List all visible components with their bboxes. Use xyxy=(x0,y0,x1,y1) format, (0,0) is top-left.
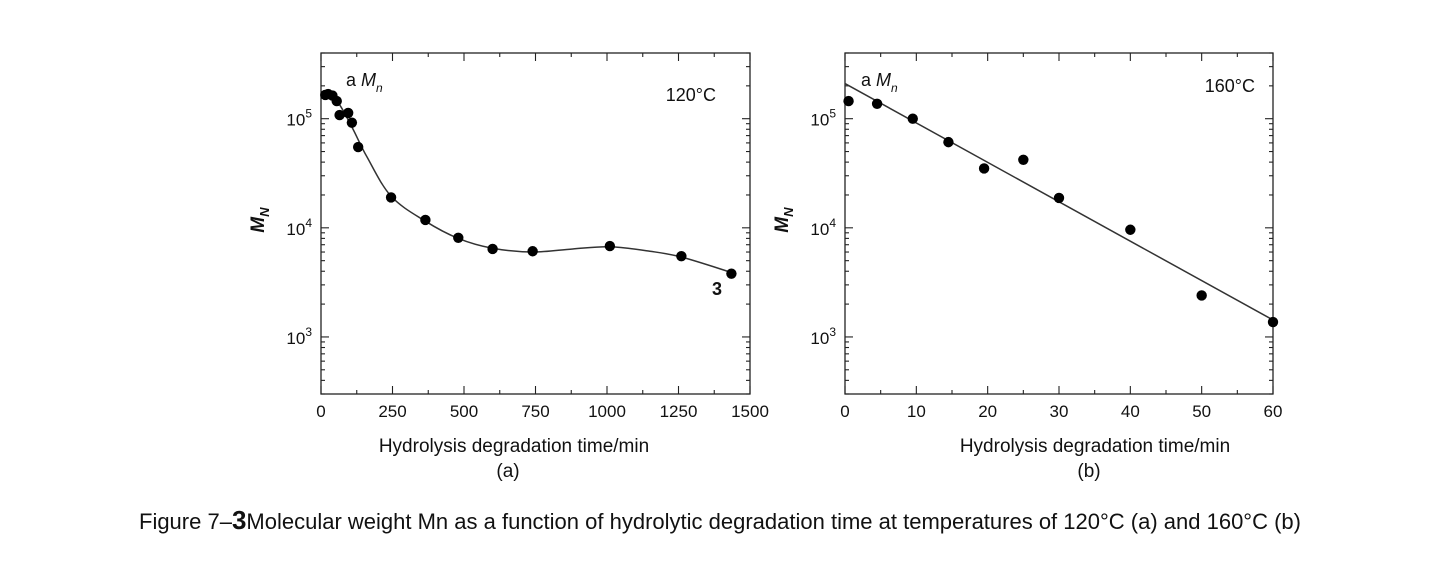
x-tick-label: 60 xyxy=(1264,402,1283,421)
x-tick-label: 20 xyxy=(978,402,997,421)
data-point xyxy=(487,243,498,255)
data-point xyxy=(334,109,345,121)
series-label: a Mn xyxy=(346,70,383,95)
data-point xyxy=(346,117,358,128)
data-point xyxy=(1018,154,1029,166)
x-tick-label: 750 xyxy=(521,402,549,421)
data-point xyxy=(1125,224,1136,235)
y-axis-title: MN xyxy=(772,207,796,233)
data-point xyxy=(1053,192,1065,204)
figure-caption: Figure 7–3Molecular weight Mn as a funct… xyxy=(139,505,1301,535)
temperature-label: 160°C xyxy=(1205,76,1255,96)
y-tick-label: 105 xyxy=(810,107,836,130)
data-point xyxy=(1196,290,1207,301)
data-point xyxy=(342,107,354,119)
y-tick-label: 105 xyxy=(286,107,312,130)
x-tick-label: 50 xyxy=(1192,402,1211,421)
caption-text: Molecular weight Mn as a function of hyd… xyxy=(246,509,1301,534)
x-tick-label: 0 xyxy=(316,402,325,421)
y-tick-label: 104 xyxy=(810,216,836,239)
data-point xyxy=(420,214,431,226)
data-point xyxy=(907,113,918,124)
caption-prefix: Figure 7– xyxy=(139,509,233,534)
panel-label: (b) xyxy=(1077,461,1100,482)
x-tick-label: 500 xyxy=(450,402,478,421)
x-tick-label: 250 xyxy=(378,402,406,421)
data-point xyxy=(676,250,687,262)
data-point xyxy=(726,268,737,279)
x-tick-label: 1000 xyxy=(588,402,626,421)
x-tick-label: 1250 xyxy=(660,402,698,421)
data-point xyxy=(527,246,538,257)
panel-b: 0 10 20 30 40 50 60 103 104 105 MN Hydrolysis degra… xyxy=(772,52,1283,482)
temperature-label: 120°C xyxy=(666,85,716,105)
x-tick-label: 30 xyxy=(1050,402,1069,421)
panel-label: (a) xyxy=(496,461,519,482)
x-tick-label: 40 xyxy=(1121,402,1140,421)
data-point xyxy=(385,192,397,203)
data-point xyxy=(843,95,854,107)
panel-a: 0 250 500 750 1000 1250 1500 103 104 105 MN Hydroly… xyxy=(248,52,769,482)
data-point xyxy=(1267,316,1279,328)
y-tick-label: 103 xyxy=(286,325,312,348)
x-axis-title: Hydrolysis degradation time/min xyxy=(960,436,1230,457)
y-tick-label: 104 xyxy=(286,216,312,239)
curve-label: 3 xyxy=(712,279,722,299)
data-point xyxy=(978,163,990,174)
x-tick-label: 0 xyxy=(840,402,849,421)
data-point xyxy=(331,95,342,107)
data-point xyxy=(604,240,616,252)
x-axis-title: Hydrolysis degradation time/min xyxy=(379,436,649,457)
y-axis-title: MN xyxy=(248,207,272,233)
series-label: a Mn xyxy=(861,70,898,95)
y-tick-label: 103 xyxy=(810,325,836,348)
x-tick-label: 1500 xyxy=(731,402,769,421)
data-point xyxy=(871,98,883,109)
plot-frame xyxy=(844,52,1274,395)
x-tick-label: 10 xyxy=(907,402,926,421)
fit-curve xyxy=(324,92,732,274)
data-point xyxy=(453,232,464,244)
caption-number: 3 xyxy=(232,505,246,535)
data-point xyxy=(352,141,364,153)
data-point xyxy=(943,136,954,148)
